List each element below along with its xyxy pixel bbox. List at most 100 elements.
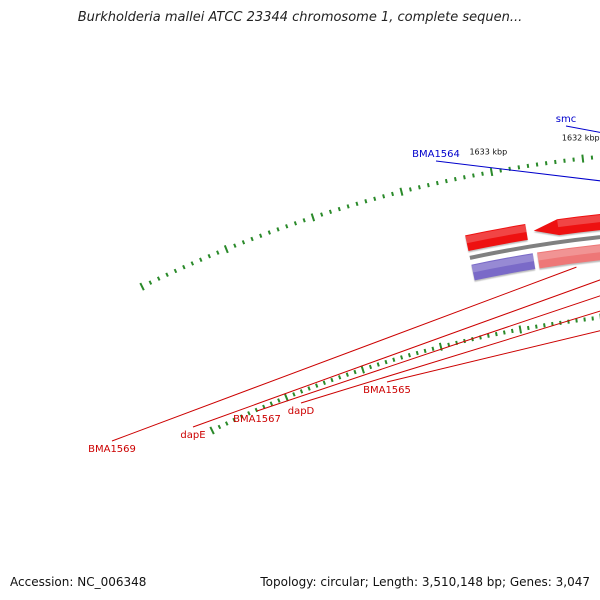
- tick-mark: [426, 182, 430, 188]
- tick-mark: [254, 407, 259, 413]
- tick-mark: [355, 201, 359, 207]
- tick-mark: [285, 224, 289, 229]
- leader-line: [300, 310, 600, 404]
- tick-mark: [563, 158, 566, 163]
- tick-mark: [400, 355, 404, 360]
- gene-label: BMA1567: [233, 414, 281, 425]
- tick-mark: [337, 206, 341, 212]
- tick-mark: [353, 369, 357, 375]
- tick-mark: [216, 250, 220, 255]
- tick-mark: [581, 154, 585, 163]
- tick-mark: [320, 212, 324, 217]
- tick-mark: [182, 264, 186, 270]
- tick-mark: [472, 173, 475, 178]
- tick-mark: [328, 209, 333, 214]
- tick-mark: [391, 191, 395, 197]
- tick-mark: [481, 171, 484, 176]
- tick-mark: [233, 243, 237, 248]
- tick-mark: [165, 272, 169, 277]
- gene-label-lines: [111, 125, 600, 442]
- tick-mark: [225, 421, 229, 426]
- tick-mark: [510, 328, 514, 334]
- tick-mark: [444, 178, 448, 184]
- gene-label: BMA1564: [412, 149, 460, 160]
- tick-mark: [583, 317, 586, 322]
- tick-mark: [399, 187, 404, 196]
- tick-mark: [364, 199, 368, 204]
- tick-mark: [489, 167, 494, 177]
- tick-mark: [535, 324, 538, 329]
- tick-mark: [250, 236, 254, 242]
- gene-block: [465, 224, 528, 252]
- tick-mark: [502, 330, 506, 335]
- tick-mark: [368, 364, 373, 370]
- tick-mark: [310, 213, 316, 222]
- reverse-strand-genes: [471, 244, 600, 281]
- tick-mark: [382, 194, 386, 199]
- tick-mark: [247, 411, 251, 416]
- tick-mark: [517, 165, 521, 170]
- tick-mark: [223, 245, 229, 254]
- tick-mark: [315, 383, 319, 388]
- gene-labels: smc BMA1564 BMA1565 dapD BMA1567 dapE BMA1569: [88, 114, 576, 455]
- tick-mark: [435, 180, 439, 186]
- tick-mark: [494, 331, 498, 337]
- tick-mark: [453, 177, 457, 182]
- tick-mark: [392, 357, 396, 362]
- tick-mark: [217, 424, 222, 430]
- tick-mark: [322, 380, 326, 386]
- tick-mark: [360, 365, 365, 374]
- tick-mark: [543, 323, 546, 328]
- tick-mark: [267, 230, 271, 235]
- scale-label: 1633 kbp: [469, 147, 507, 156]
- tick-mark: [190, 261, 195, 266]
- tick-mark: [376, 362, 380, 367]
- scale-label: 1632 kbp: [562, 134, 600, 143]
- tick-mark: [554, 159, 557, 165]
- chromosome-backbone: [469, 235, 600, 260]
- gene-label: dapD: [288, 406, 315, 417]
- tick-mark: [330, 377, 334, 383]
- tick-mark: [156, 276, 161, 281]
- tick-mark: [384, 359, 388, 365]
- tick-mark: [567, 319, 570, 324]
- leader-line: [256, 295, 600, 412]
- forward-strand-genes: [465, 214, 600, 252]
- tick-mark: [408, 187, 412, 192]
- tick-mark: [148, 280, 153, 285]
- gene-label: BMA1569: [88, 444, 136, 455]
- tick-mark: [239, 414, 244, 419]
- tick-mark: [338, 375, 342, 380]
- map-title: Burkholderia mallei ATCC 23344 chromosom…: [77, 10, 523, 25]
- tick-mark: [307, 386, 311, 391]
- tick-mark: [276, 227, 280, 232]
- tick-mark: [241, 240, 246, 245]
- tick-mark: [139, 282, 145, 291]
- tick-mark: [463, 175, 466, 180]
- tick-mark: [299, 389, 304, 394]
- accession-text: Accession: NC_006348: [10, 575, 147, 589]
- tick-mark: [293, 221, 298, 226]
- leader-line: [386, 330, 600, 383]
- tick-mark: [232, 417, 236, 423]
- tick-mark: [417, 185, 421, 190]
- leader-line: [435, 160, 600, 182]
- leader-line: [111, 266, 577, 442]
- topology-text: Topology: circular; Length: 3,510,148 bp…: [260, 575, 590, 589]
- tick-mark: [302, 218, 306, 223]
- tick-mark: [407, 353, 411, 358]
- tick-mark: [526, 163, 530, 169]
- tick-mark: [486, 333, 490, 338]
- leader-line: [192, 279, 600, 428]
- tick-mark: [199, 257, 203, 262]
- tick-mark: [526, 325, 530, 331]
- tick-mark: [173, 268, 178, 274]
- gene-block: [533, 214, 600, 236]
- tick-mark: [423, 348, 427, 354]
- tick-mark: [277, 398, 281, 403]
- gene-block: [537, 244, 600, 269]
- gene-label: BMA1565: [363, 385, 411, 396]
- tick-mark: [373, 196, 377, 201]
